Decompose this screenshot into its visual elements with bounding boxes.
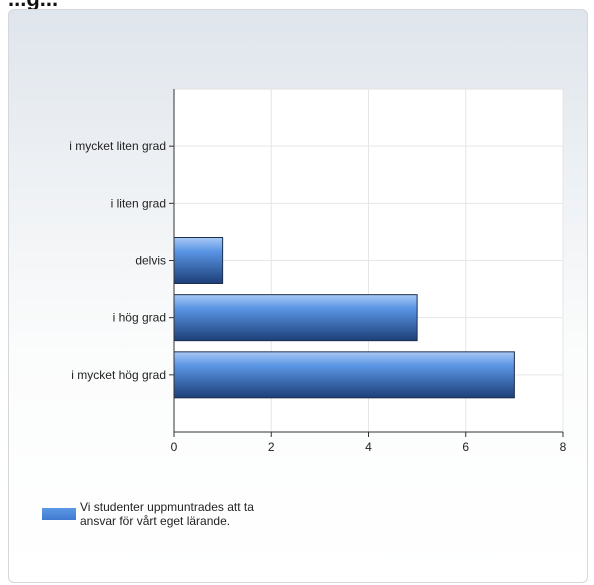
legend: Vi studenter uppmuntrades att ta ansvar … bbox=[42, 500, 260, 528]
legend-label: Vi studenter uppmuntrades att ta ansvar … bbox=[80, 500, 254, 528]
x-tick-label: 6 bbox=[462, 440, 469, 454]
x-tick-label: 2 bbox=[268, 440, 275, 454]
x-tick-label: 8 bbox=[560, 440, 567, 454]
bar bbox=[173, 294, 418, 342]
page-title: ...g... bbox=[8, 0, 58, 12]
legend-swatch bbox=[42, 508, 76, 520]
y-tick-label: i mycket liten grad bbox=[69, 139, 166, 153]
bar bbox=[173, 237, 224, 284]
y-tick-label: i liten grad bbox=[111, 196, 166, 210]
x-tick-label: 0 bbox=[171, 440, 178, 454]
x-tick-label: 4 bbox=[365, 440, 372, 454]
y-tick-label: i mycket hög grad bbox=[71, 368, 166, 382]
bar bbox=[173, 351, 515, 399]
y-tick-label: delvis bbox=[135, 254, 166, 268]
y-tick-label: i hög grad bbox=[113, 311, 166, 325]
